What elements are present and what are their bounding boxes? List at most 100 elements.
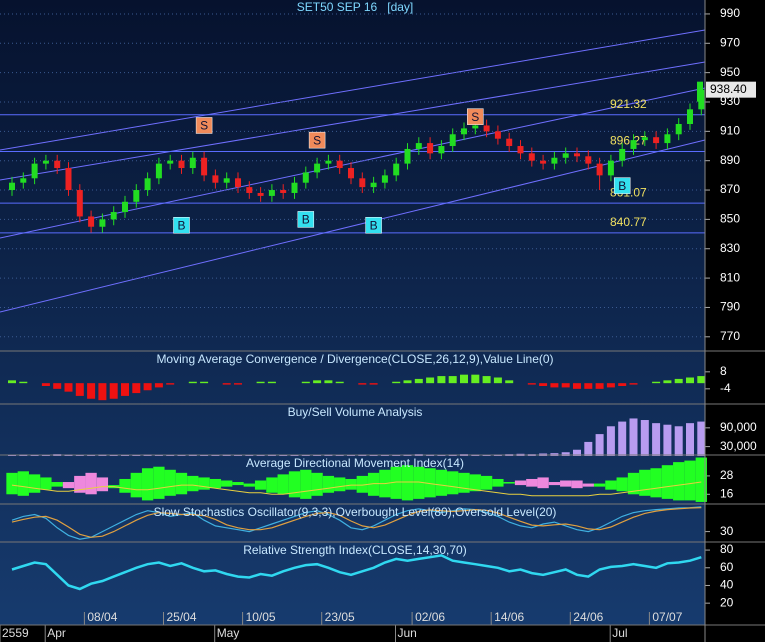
candle-body xyxy=(472,125,479,129)
bar xyxy=(595,383,604,389)
candle-body xyxy=(551,157,558,164)
candle-body xyxy=(540,160,547,164)
bar xyxy=(629,418,638,456)
bar xyxy=(460,374,468,384)
bar xyxy=(640,420,649,456)
candle-body xyxy=(438,146,445,154)
di-band xyxy=(300,469,312,499)
bar xyxy=(200,455,209,456)
bar xyxy=(301,381,310,384)
candle-body xyxy=(246,187,253,193)
axis-background xyxy=(705,0,765,642)
channel-line xyxy=(0,29,706,151)
candle-body xyxy=(607,160,614,176)
panel-title: Buy/Sell Volume Analysis xyxy=(288,405,423,419)
y-tick-label: -4 xyxy=(720,381,731,395)
x-tick-label: 24/06 xyxy=(573,610,603,624)
candle-body xyxy=(20,178,27,183)
di-band xyxy=(424,468,436,498)
candle-body xyxy=(675,124,682,135)
bar xyxy=(335,381,344,384)
bar xyxy=(41,383,50,386)
di-band xyxy=(209,478,222,489)
candle-body xyxy=(664,134,671,144)
di-band xyxy=(175,472,188,495)
di-band xyxy=(582,483,594,487)
candle-body xyxy=(201,157,208,176)
bar xyxy=(652,423,661,456)
y-tick-label: 8 xyxy=(720,364,727,378)
y-tick-label: 790 xyxy=(720,300,740,314)
y-tick-label: 20 xyxy=(720,595,734,609)
di-band xyxy=(469,474,481,492)
signal-marker xyxy=(297,211,315,228)
bar xyxy=(64,383,73,392)
candle-body xyxy=(483,125,490,132)
period-label: Jun xyxy=(398,626,417,640)
plot-background xyxy=(0,0,705,642)
di-band xyxy=(62,482,75,489)
candle-body xyxy=(88,216,95,227)
y-tick-label: 80 xyxy=(720,542,734,556)
bar xyxy=(222,383,231,385)
signal-label: S xyxy=(313,133,321,147)
series-line xyxy=(11,506,702,540)
bar xyxy=(674,378,683,384)
y-tick-label: 890 xyxy=(720,153,740,167)
signal-marker xyxy=(308,131,326,149)
channel-line xyxy=(0,87,706,239)
candle-body xyxy=(687,109,693,125)
candle-body xyxy=(212,175,219,183)
candle-body xyxy=(562,153,569,158)
bar xyxy=(324,380,333,384)
channel-lines xyxy=(0,29,706,313)
di-band xyxy=(254,480,267,490)
y-tick-label: 870 xyxy=(720,182,740,196)
di-band xyxy=(571,480,583,489)
di-band xyxy=(514,480,527,486)
candle-body xyxy=(155,163,162,179)
di-band xyxy=(401,465,414,501)
candle-body xyxy=(314,163,321,173)
signal-marker xyxy=(613,177,631,194)
di-band xyxy=(232,482,244,486)
bar xyxy=(132,383,141,394)
di-band xyxy=(311,472,323,496)
di-band xyxy=(85,472,97,495)
signal-label: S xyxy=(471,110,479,124)
series-line xyxy=(11,554,702,591)
di-band xyxy=(6,472,18,495)
bar xyxy=(663,380,672,384)
bar xyxy=(245,455,254,456)
di-band xyxy=(684,460,696,501)
bar xyxy=(53,383,62,389)
bar xyxy=(686,423,694,456)
y-tick-label: 850 xyxy=(720,212,740,226)
candle-body xyxy=(619,148,626,161)
bar xyxy=(121,455,129,456)
di-band xyxy=(673,462,685,501)
candle-body xyxy=(9,182,15,191)
di-band xyxy=(96,477,109,492)
di-band xyxy=(51,482,63,487)
y-tick-label: 770 xyxy=(720,329,740,343)
period-row-background xyxy=(0,625,705,642)
candle-body xyxy=(393,163,400,176)
di-band xyxy=(40,477,52,490)
di-band xyxy=(221,480,233,487)
period-label: Jul xyxy=(612,626,627,640)
candle-body xyxy=(302,172,309,183)
bar xyxy=(448,376,457,384)
bar xyxy=(437,376,446,384)
y-tick-label: 950 xyxy=(720,65,740,79)
level-label: 921.32 xyxy=(610,97,647,111)
di-band xyxy=(141,468,154,501)
bar xyxy=(87,455,96,456)
bar xyxy=(109,383,118,399)
di-band xyxy=(356,475,368,493)
di-band xyxy=(17,471,29,496)
candle-body xyxy=(506,138,513,147)
candle-body xyxy=(630,140,637,149)
candle-body xyxy=(359,178,366,188)
candle-body xyxy=(110,212,117,220)
